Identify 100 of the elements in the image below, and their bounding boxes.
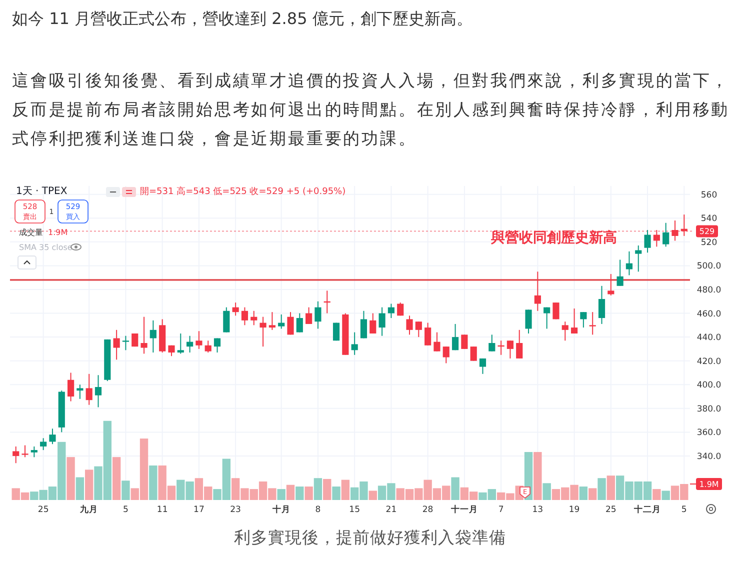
candlestick — [30, 446, 38, 458]
candlestick — [214, 338, 221, 354]
y-tick-label: 420.0 — [696, 356, 722, 367]
bar — [277, 489, 286, 500]
candlestick — [626, 250, 633, 276]
bar — [662, 490, 670, 500]
candlestick — [241, 306, 248, 326]
candlestick — [388, 303, 394, 319]
candlestick — [552, 302, 560, 320]
candlestick — [223, 306, 230, 333]
candlestick — [378, 306, 386, 336]
candlestick — [196, 330, 202, 350]
candlestick — [479, 358, 486, 374]
candlestick — [306, 306, 312, 324]
candlestick — [360, 310, 368, 339]
candlestick — [268, 312, 276, 330]
candlestick — [442, 346, 450, 364]
candlestick — [434, 332, 440, 352]
x-tick-label: 7 — [498, 505, 504, 515]
bar — [66, 457, 75, 500]
candlestick — [351, 332, 358, 356]
candlestick — [406, 315, 413, 336]
x-tick-label: 13 — [532, 505, 544, 515]
candlestick — [204, 340, 212, 354]
x-tick-label: 25 — [38, 505, 49, 515]
candlestick — [580, 312, 587, 328]
candlestick — [616, 259, 624, 286]
candlestick — [232, 302, 239, 316]
y-tick-label: 500.0 — [696, 262, 722, 272]
bar — [534, 452, 542, 500]
bar — [579, 486, 588, 500]
bar — [368, 490, 377, 500]
candlestick — [562, 321, 568, 342]
candlestick — [122, 335, 130, 351]
candlestick — [534, 271, 541, 312]
y-tick-label: 360.0 — [696, 428, 722, 438]
bar — [542, 483, 551, 500]
candlestick — [49, 428, 56, 445]
candlestick — [672, 220, 678, 242]
bar — [286, 484, 295, 500]
x-tick-label: 十一月 — [450, 504, 478, 515]
candlestick — [140, 316, 148, 354]
candlestick — [86, 373, 92, 406]
bar — [451, 477, 460, 500]
candlestick — [653, 230, 660, 248]
candlestick — [40, 438, 47, 451]
x-tick-label: 17 — [194, 505, 204, 515]
candlestick — [452, 323, 459, 351]
y-tick-label: 520 — [700, 238, 718, 248]
annotation: 與營收同創歷史新高 — [490, 229, 617, 246]
candlestick — [525, 309, 532, 334]
bar — [341, 480, 350, 500]
x-tick-label: 21 — [386, 505, 397, 515]
x-tick-label: 23 — [230, 505, 241, 515]
annotation: 成交量 — [19, 228, 43, 237]
candlestick — [589, 312, 596, 336]
candlestick — [644, 230, 651, 254]
x-tick-label: 15 — [349, 505, 360, 515]
candlestick — [516, 329, 523, 359]
bar — [149, 465, 158, 500]
bar — [314, 478, 322, 500]
bar — [76, 477, 84, 500]
candlestick — [506, 340, 514, 359]
y-tick-label: 400.0 — [696, 380, 722, 391]
x-tick-label: 十月 — [271, 504, 290, 515]
candlestick — [598, 285, 606, 324]
x-tick-label: 19 — [568, 505, 580, 515]
bar — [652, 489, 661, 500]
bar — [606, 476, 615, 500]
y2-tick-label: 1.9M — [699, 480, 719, 490]
chart-subtitle: 這會吸引後知後覺、看到成績單才追價的投資人入場，但對我們來說，利多實現的當下，反而是提前布局者該開始思考如何退出的時間點。在別人感到興奮時保持冷靜，利用移動式停利把獲利送進口袋，會是近期最重要的功課。 — [12, 71, 730, 148]
x-tick-label: 九月 — [79, 504, 98, 515]
candlestick — [570, 308, 578, 334]
bar — [85, 470, 94, 500]
annotation: 開=531 高=543 低=525 收=529 +5 (+0.95%) — [140, 186, 346, 197]
bar — [112, 457, 121, 500]
candlestick — [67, 372, 74, 402]
candlestick — [397, 302, 404, 316]
candlestick — [488, 334, 496, 352]
candlestick — [12, 446, 20, 464]
candlestick — [186, 335, 194, 354]
candlestick — [76, 384, 84, 400]
candlestick — [250, 310, 258, 326]
candlestick — [544, 306, 550, 330]
candlestick — [94, 374, 102, 408]
y-tick-label: 380.0 — [696, 404, 722, 414]
candlestick — [296, 312, 303, 333]
candlestick — [22, 444, 28, 458]
annotation: SMA 35 close — [19, 243, 72, 252]
annotation: 1天 · TPEX — [16, 186, 68, 197]
candlestick — [113, 329, 120, 360]
y-tick-label: 340.0 — [696, 452, 722, 462]
candlestick — [635, 244, 642, 272]
candlestick — [260, 316, 266, 348]
candlestick — [177, 332, 184, 354]
candlestick — [470, 346, 477, 362]
bar — [296, 486, 304, 500]
x-tick-label: 11 — [156, 505, 168, 515]
x-tick-label: 25 — [605, 505, 616, 515]
y-tick-label: 540 — [700, 214, 718, 224]
